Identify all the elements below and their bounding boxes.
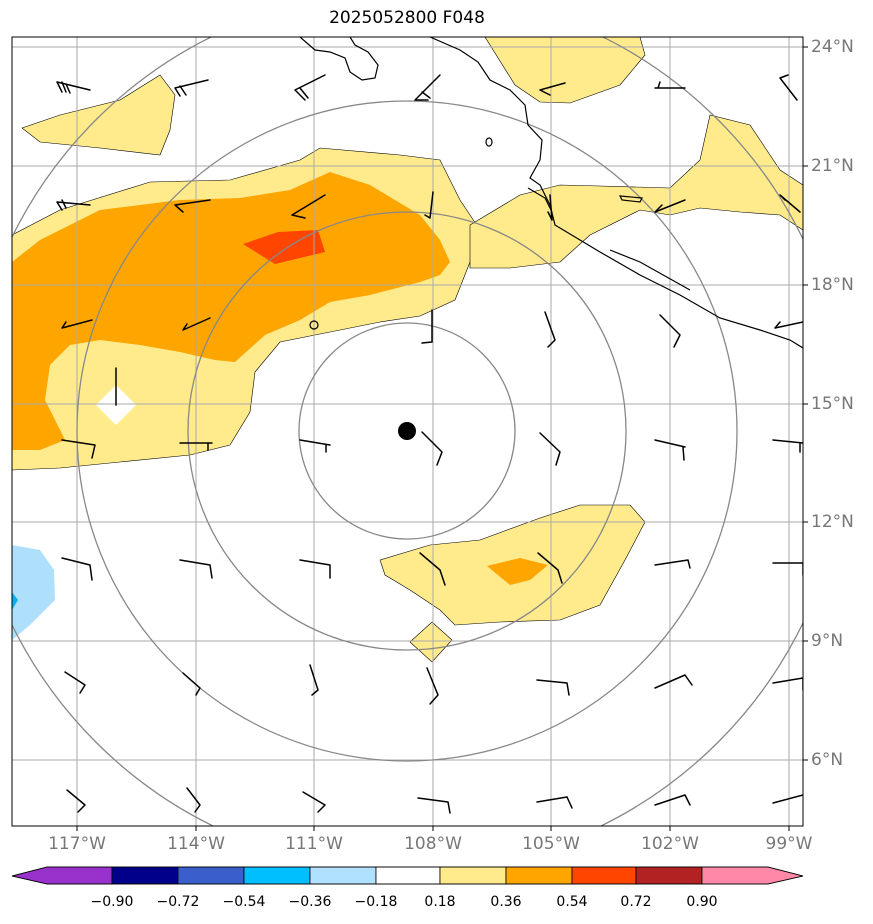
graticule [12,37,803,826]
map-frame [11,36,804,827]
lon-label: 114°W [167,834,225,854]
colorbar-tick-label: 0.72 [620,894,652,910]
positive-anomaly-red [243,230,325,264]
chart-title: 2025052800 F048 [329,8,485,28]
colorbar-tick-label: −0.18 [354,894,398,910]
colorbar-tick-label: −0.72 [156,894,200,910]
lon-label: 102°W [641,834,699,854]
lon-label: 111°W [285,834,343,854]
wind-barbs [56,74,803,814]
lat-label: 18°N [811,275,854,295]
lat-label: 12°N [811,512,854,532]
colorbar-tick-label: −0.36 [288,894,332,910]
lat-label: 15°N [811,394,854,414]
lat-label: 21°N [811,156,854,176]
lon-label: 108°W [404,834,462,854]
coastline [299,37,803,349]
positive-anomaly-yellow [12,37,803,663]
colorbar-tick-label: −0.54 [222,894,266,910]
colorbar-tick-label: 0.90 [686,894,718,910]
lon-label: 117°W [48,834,106,854]
colorbar-tick-label: −0.90 [90,894,134,910]
lat-label: 24°N [811,37,854,57]
negative-anomaly-blue [12,545,55,640]
colorbar-tick-label: 0.18 [424,894,456,910]
colorbar-tick-label: 0.54 [556,894,588,910]
positive-anomaly-orange [12,172,548,585]
range-rings [12,37,803,826]
colorbar [11,866,804,885]
colorbar-tick-label: 0.36 [490,894,522,910]
lat-label: 9°N [811,631,844,651]
lon-label: 99°W [765,834,813,854]
lat-label: 6°N [811,750,844,770]
storm-center-marker [398,422,416,440]
lon-label: 105°W [522,834,580,854]
